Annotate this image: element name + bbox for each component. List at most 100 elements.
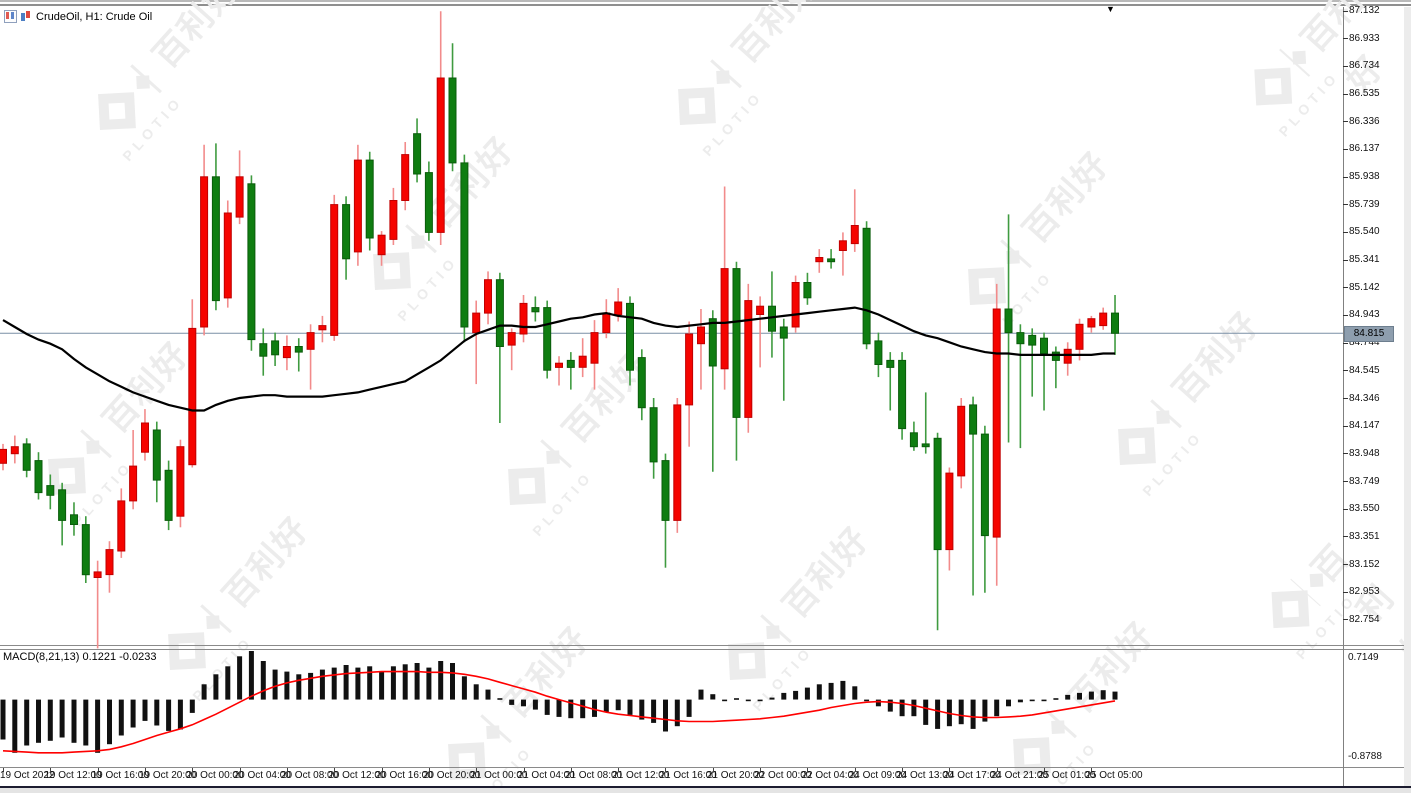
time-axis-label: 21 Oct 12:00 — [612, 770, 670, 781]
time-axis-label: 24 Oct 09:00 — [848, 770, 907, 781]
price-axis-tick — [1343, 148, 1348, 150]
time-axis-label: 21 Oct 16:00 — [659, 770, 717, 781]
macd-signal-line — [2, 670, 1116, 754]
time-axis-tick — [286, 768, 288, 772]
chart-shift-marker-icon[interactable]: ▼ — [1106, 4, 1115, 14]
price-axis-tick — [1343, 176, 1348, 178]
time-axis-label: 21 Oct 08:00 — [564, 770, 623, 781]
price-axis-tick — [1343, 398, 1348, 400]
price-axis-label: 86.535 — [1349, 88, 1380, 100]
current-price-badge: 84.815 — [1344, 326, 1394, 342]
price-axis-tick — [1343, 287, 1348, 289]
price-axis-label: 86.336 — [1349, 115, 1380, 127]
time-axis-label: 20 Oct 12:00 — [328, 770, 386, 781]
macd-pane-border — [0, 767, 1411, 768]
time-axis-label: 24 Oct 21:00 — [990, 770, 1048, 781]
time-axis-label: 19 Oct 2022 — [0, 770, 55, 781]
pane-separator[interactable] — [0, 645, 1411, 646]
chart-properties-icon[interactable] — [4, 10, 17, 23]
time-axis-label: 19 Oct 20:00 — [138, 770, 197, 781]
price-axis-tick — [1343, 536, 1348, 538]
price-axis-tick — [1343, 453, 1348, 455]
time-axis-tick — [1044, 768, 1046, 772]
time-axis-label: 20 Oct 16:00 — [375, 770, 433, 781]
time-axis-tick — [760, 768, 762, 772]
time-axis-tick — [239, 768, 241, 772]
time-axis-label: 21 Oct 04:00 — [517, 770, 575, 781]
time-axis-tick — [618, 768, 620, 772]
time-axis-tick — [902, 768, 904, 772]
time-axis-tick — [50, 768, 52, 772]
time-axis-tick — [3, 768, 4, 772]
symbol-bar: CrudeOil, H1: Crude Oil — [4, 10, 152, 23]
price-axis-tick — [1343, 65, 1348, 67]
time-axis-label: 22 Oct 04:00 — [801, 770, 859, 781]
time-axis-tick — [334, 768, 336, 772]
time-axis-label: 20 Oct 08:00 — [280, 770, 339, 781]
price-axis-label: 85.540 — [1349, 226, 1380, 238]
time-axis-label: 25 Oct 01:00 — [1038, 770, 1096, 781]
vertical-scrollbar[interactable] — [1404, 7, 1411, 786]
window-top-border — [0, 0, 1411, 7]
price-axis-label: 84.744 — [1349, 337, 1380, 349]
price-axis-label: 85.739 — [1349, 198, 1380, 210]
time-axis-label: 20 Oct 04:00 — [233, 770, 291, 781]
price-axis-label: 83.550 — [1349, 503, 1380, 515]
price-axis-tick — [1343, 508, 1348, 510]
price-axis-label: 85.341 — [1349, 254, 1380, 266]
time-axis-tick — [949, 768, 951, 772]
price-axis-tick — [1343, 314, 1348, 316]
price-axis-tick — [1343, 259, 1348, 261]
price-axis-tick — [1343, 231, 1348, 233]
moving-average-line — [2, 306, 1115, 412]
candles — [0, 11, 1119, 649]
price-axis-tick — [1343, 38, 1348, 40]
price-axis-tick — [1343, 564, 1348, 566]
price-axis-label: 85.142 — [1349, 281, 1380, 293]
macd-axis-label: 0.7149 — [1348, 652, 1379, 663]
time-axis-label: 25 Oct 05:00 — [1085, 770, 1143, 781]
indicator-icon[interactable] — [21, 11, 32, 22]
price-axis-tick — [1343, 10, 1348, 12]
price-axis-label: 84.346 — [1349, 392, 1380, 404]
price-axis-tick — [1343, 342, 1348, 344]
price-axis-label: 86.137 — [1349, 143, 1380, 155]
macd-histogram — [0, 651, 1118, 753]
time-axis-label: 19 Oct 12:00 — [44, 770, 102, 781]
price-axis-label: 84.147 — [1349, 420, 1380, 432]
time-axis-label: 21 Oct 20:00 — [706, 770, 765, 781]
time-axis-label: 24 Oct 13:00 — [896, 770, 954, 781]
price-axis-tick — [1343, 425, 1348, 427]
window-bottom-strip — [0, 788, 1411, 793]
time-axis-tick — [712, 768, 714, 772]
symbol-label: CrudeOil, H1: Crude Oil — [36, 10, 153, 23]
window-bottom-edge — [0, 786, 1411, 788]
price-axis-label: 83.351 — [1349, 530, 1380, 542]
time-axis-label: 19 Oct 16:00 — [91, 770, 149, 781]
time-axis-tick — [97, 768, 99, 772]
price-axis-tick — [1343, 204, 1348, 206]
price-axis-label: 87.132 — [1349, 5, 1380, 16]
time-axis-tick — [854, 768, 856, 772]
price-axis-label: 84.943 — [1349, 309, 1380, 321]
price-axis-border — [1343, 7, 1344, 786]
time-axis-label: 20 Oct 00:00 — [186, 770, 244, 781]
macd-axis-label: -0.8788 — [1348, 751, 1382, 762]
time-axis-tick — [570, 768, 572, 772]
pane-separator[interactable] — [0, 649, 1411, 650]
time-axis-tick — [807, 768, 809, 772]
time-axis-label: 24 Oct 17:00 — [943, 770, 1001, 781]
price-axis-label: 85.938 — [1349, 171, 1380, 183]
macd-indicator-label: MACD(8,21,13) 0.1221 -0.0233 — [3, 651, 157, 663]
price-axis-label: 83.948 — [1349, 447, 1380, 459]
time-axis-label: 22 Oct 00:00 — [754, 770, 812, 781]
price-axis-label: 82.953 — [1349, 586, 1380, 598]
time-axis-tick — [1091, 768, 1093, 772]
price-axis-tick — [1343, 121, 1348, 123]
time-axis-tick — [381, 768, 383, 772]
time-axis-label: 21 Oct 00:00 — [470, 770, 528, 781]
chart-surface[interactable] — [0, 0, 1344, 786]
price-axis-label: 83.152 — [1349, 558, 1380, 570]
price-axis-label: 86.933 — [1349, 32, 1380, 44]
